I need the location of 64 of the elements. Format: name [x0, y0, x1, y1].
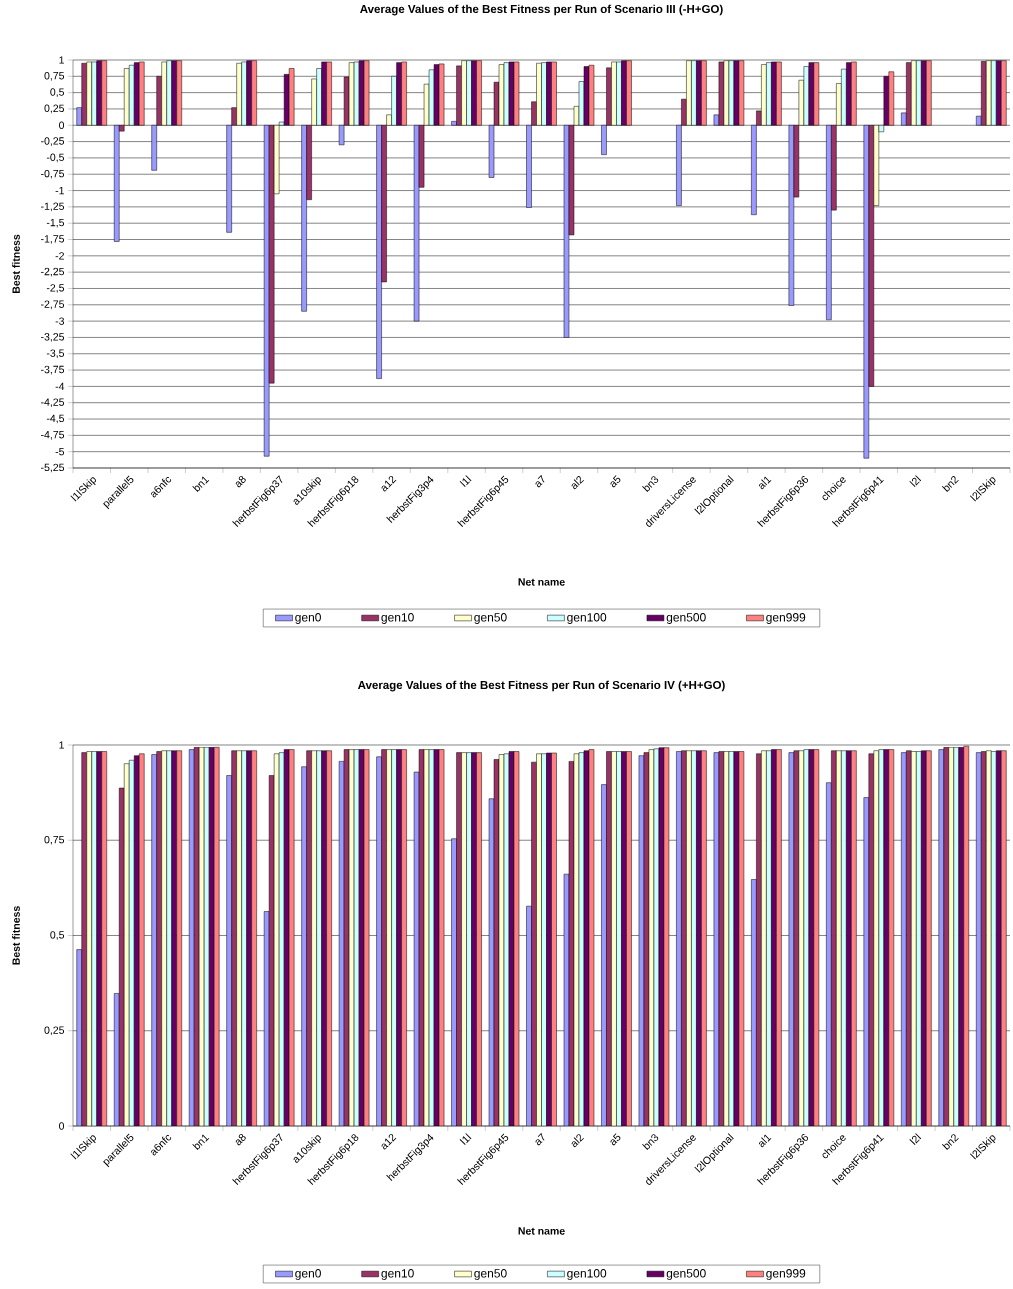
y-tick-label: -5,25 — [41, 463, 65, 473]
y-tick-label: -1 — [55, 186, 64, 195]
x-tick-label: a7 — [535, 475, 545, 488]
x-tick-label: bn1 — [192, 476, 210, 492]
bar — [863, 125, 870, 459]
y-tick-label: 1 — [59, 56, 64, 64]
y-tick-label: 0 — [59, 1122, 65, 1130]
legend-label: gen100 — [567, 1269, 607, 1280]
y-tick-label: -4,5 — [46, 414, 65, 424]
x-axis-title: Net name — [518, 578, 565, 586]
legend-label: gen0 — [295, 613, 321, 624]
y-tick-label: 0,5 — [50, 931, 65, 940]
chart-title: Average Values of the Best Fitness per Run of Scenario IV (+H+GO) — [357, 680, 725, 692]
y-tick-label: 0,75 — [44, 71, 65, 81]
x-tick-label: bn1 — [192, 1134, 210, 1150]
y-tick-label: -1,5 — [46, 218, 65, 228]
y-tick-label: 0 — [59, 121, 65, 129]
chart-title: Average Values of the Best Fitness per Run of Scenario III (-H+GO) — [360, 4, 723, 16]
y-tick-label: -3 — [55, 317, 65, 325]
y-tick-label: -1,25 — [41, 202, 65, 212]
legend-label: gen50 — [474, 1269, 507, 1280]
y-tick-label: -3,5 — [46, 349, 65, 359]
legend-label: gen100 — [567, 613, 607, 624]
y-tick-label: -5 — [55, 448, 65, 456]
y-tick-label: 0,5 — [50, 88, 65, 97]
y-tick-label: -3,75 — [41, 365, 65, 375]
y-tick-label: -0,75 — [41, 169, 65, 179]
y-tick-label: 0,75 — [44, 835, 65, 845]
x-tick-label: a5 — [610, 1133, 621, 1146]
x-tick-label: al2 — [571, 1134, 584, 1148]
y-tick-label: -2,75 — [41, 300, 65, 310]
y-tick-label: -2,5 — [46, 284, 65, 293]
legend-label: gen10 — [381, 1269, 414, 1280]
y-tick-label: -0,25 — [41, 137, 65, 146]
y-tick-label: -2 — [55, 252, 64, 260]
x-axis-title: Net name — [518, 1227, 565, 1235]
y-tick-label: 0,25 — [44, 104, 65, 114]
x-tick-label: bn2 — [941, 476, 959, 492]
y-tick-label: -0,5 — [46, 153, 65, 163]
y-tick-label: 0,25 — [44, 1026, 65, 1036]
y-axis-title: Best fitness — [12, 234, 20, 294]
y-tick-label: -4 — [55, 382, 65, 390]
legend-label: gen10 — [381, 613, 414, 624]
y-tick-label: -4,75 — [41, 431, 65, 440]
y-tick-label: -1,75 — [41, 235, 65, 244]
x-tick-label: bn2 — [941, 1134, 959, 1150]
bar — [128, 64, 135, 126]
x-tick-label: a7 — [535, 1133, 545, 1146]
y-tick-label: -2,25 — [41, 267, 65, 277]
x-tick-label: a5 — [610, 475, 621, 488]
x-tick-label: l2l — [909, 1133, 922, 1145]
legend-label: gen500 — [666, 1269, 706, 1280]
legend-label: gen999 — [766, 1269, 806, 1280]
legend-label: gen999 — [766, 613, 806, 624]
bar — [138, 61, 145, 126]
x-tick-label: l2l — [909, 475, 922, 487]
x-tick-label: al2 — [571, 476, 584, 490]
y-tick-label: -4,25 — [41, 398, 65, 408]
legend-label: gen50 — [474, 613, 507, 624]
y-axis-title: Best fitness — [12, 906, 20, 965]
y-tick-label: 1 — [59, 741, 64, 749]
legend-label: gen500 — [666, 613, 706, 624]
legend-label: gen0 — [295, 1269, 321, 1280]
y-tick-label: -3,25 — [41, 333, 65, 342]
